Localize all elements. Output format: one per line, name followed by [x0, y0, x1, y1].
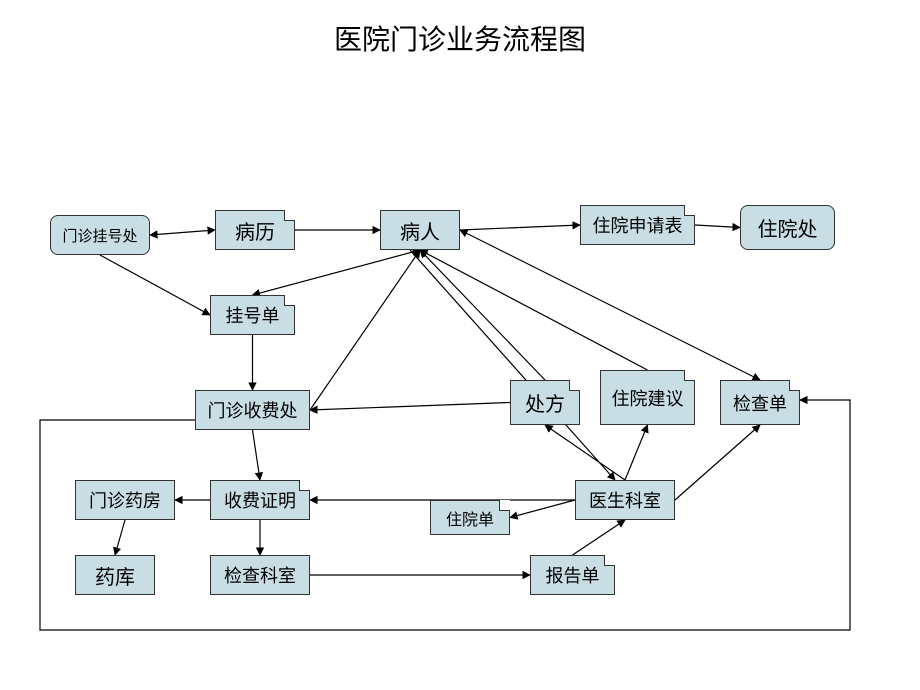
node-doctor: 医生科室: [575, 480, 675, 520]
node-report: 报告单: [530, 555, 615, 595]
node-pharmacy: 门诊药房: [75, 480, 175, 520]
node-record: 病历: [215, 210, 295, 250]
node-rx: 处方: [510, 380, 580, 425]
node-admit_dept: 住院处: [740, 205, 835, 250]
node-admit_slip: 住院单: [430, 500, 510, 535]
node-check_slip: 检查单: [720, 380, 800, 425]
node-reg_desk: 门诊挂号处: [50, 215, 150, 255]
node-admit_form: 住院申请表: [580, 205, 695, 245]
page-title: 医院门诊业务流程图: [0, 18, 920, 58]
node-check_dept: 检查科室: [210, 555, 310, 595]
node-fee_desk: 门诊收费处: [195, 390, 310, 430]
node-fee_proof: 收费证明: [210, 480, 310, 520]
node-reg_slip: 挂号单: [210, 295, 295, 335]
node-patient: 病人: [380, 210, 460, 250]
node-drug_store: 药库: [75, 555, 155, 595]
node-admit_sugg: 住院建议: [600, 370, 695, 425]
